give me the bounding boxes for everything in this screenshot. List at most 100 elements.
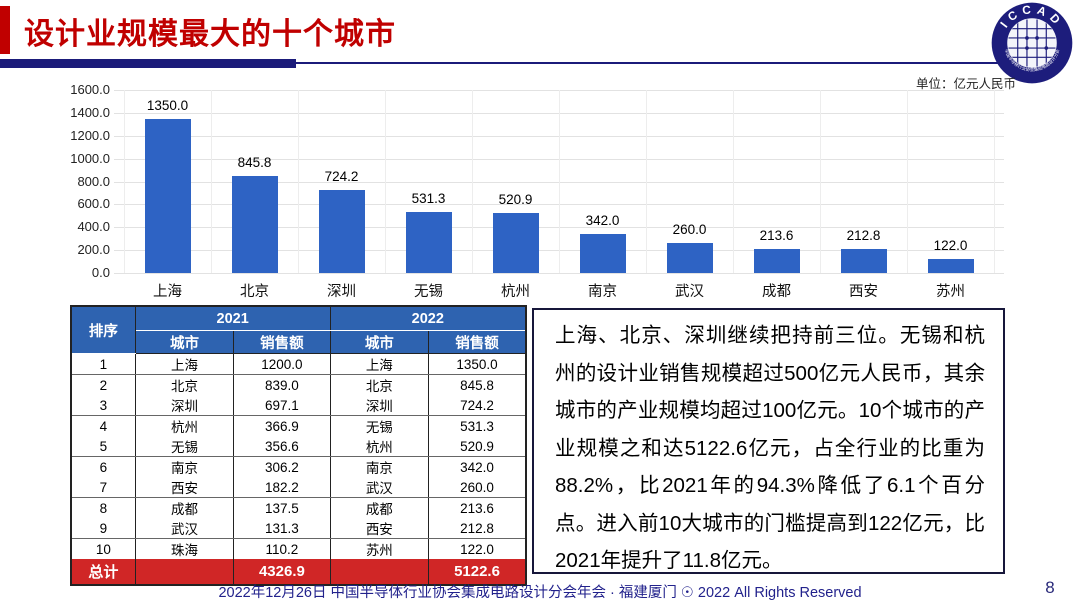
gridline bbox=[559, 90, 560, 273]
table-cell: 3 bbox=[70, 395, 136, 416]
table-total-cell: 总计 bbox=[70, 559, 136, 585]
chart-bar bbox=[231, 176, 278, 273]
table-cell: 杭州 bbox=[134, 415, 235, 436]
y-tick-label: 400.0 bbox=[77, 219, 110, 235]
table-cell: 成都 bbox=[329, 497, 430, 518]
table-header-cell: 城市 bbox=[134, 330, 235, 354]
table-cell: 1200.0 bbox=[233, 353, 331, 375]
y-tick-label: 0.0 bbox=[91, 265, 110, 280]
gridline bbox=[646, 90, 647, 273]
table-row: 6 南京 306.2 南京 342.0 bbox=[70, 456, 527, 477]
table-cell: 深圳 bbox=[134, 395, 235, 416]
table-row: 10 珠海 110.2 苏州 122.0 bbox=[70, 538, 527, 559]
table-cell: 4 bbox=[70, 415, 136, 436]
table-cell: 697.1 bbox=[233, 395, 331, 416]
table-cell: 342.0 bbox=[428, 456, 527, 477]
title-underline-thick bbox=[0, 59, 296, 68]
gridline bbox=[124, 90, 125, 273]
page-number: 8 bbox=[1045, 578, 1055, 597]
y-tick-label: 600.0 bbox=[77, 196, 110, 212]
table-cell: 260.0 bbox=[428, 477, 527, 498]
page-title: 设计业规模最大的十个城市 bbox=[24, 18, 396, 51]
table-cell: 武汉 bbox=[329, 477, 430, 498]
bar-value-label: 1350.0 bbox=[146, 97, 189, 113]
table-cell: 5 bbox=[70, 436, 136, 457]
table-cell: 839.0 bbox=[233, 374, 331, 395]
table-row: 2 北京 839.0 北京 845.8 bbox=[70, 374, 527, 395]
table-header-cell: 销售额 bbox=[428, 330, 527, 354]
gridline bbox=[907, 90, 908, 273]
table-cell: 10 bbox=[70, 538, 136, 559]
table-cell: 531.3 bbox=[428, 415, 527, 436]
title-underline-thin bbox=[296, 62, 1040, 64]
gridline bbox=[820, 90, 821, 273]
table-cell: 北京 bbox=[329, 374, 430, 395]
bar-value-label: 531.3 bbox=[411, 191, 446, 207]
table-total-cell bbox=[134, 559, 235, 585]
table-total-row: 总计 4326.9 5122.6 bbox=[70, 559, 527, 585]
table-cell: 武汉 bbox=[134, 518, 235, 539]
table-cell: 西安 bbox=[329, 518, 430, 539]
table-row: 4 杭州 366.9 无锡 531.3 bbox=[70, 415, 527, 436]
table-cell: 上海 bbox=[134, 353, 235, 375]
footer-text: 2022年12月26日 中国半导体行业协会集成电路设计分会年会 · 福建厦门 ☉… bbox=[218, 585, 862, 601]
gridline bbox=[385, 90, 386, 273]
table-cell: 6 bbox=[70, 456, 136, 477]
table-cell: 122.0 bbox=[428, 538, 527, 559]
gridline bbox=[211, 90, 212, 273]
table-cell: 131.3 bbox=[233, 518, 331, 539]
table-row: 1 上海 1200.0 上海 1350.0 bbox=[70, 353, 527, 375]
table-cell: 520.9 bbox=[428, 436, 527, 457]
table-header-cell: 城市 bbox=[329, 330, 430, 354]
table-cell: 212.8 bbox=[428, 518, 527, 539]
table-cell: 366.9 bbox=[233, 415, 331, 436]
chart-bar bbox=[753, 248, 800, 273]
chart-bar bbox=[318, 190, 365, 273]
y-tick-label: 1000.0 bbox=[70, 150, 110, 166]
y-tick-label: 1400.0 bbox=[70, 104, 110, 120]
table-header-cell: 2021 bbox=[134, 306, 331, 331]
category-label: 北京 bbox=[240, 284, 269, 300]
table-row: 5 无锡 356.6 杭州 520.9 bbox=[70, 436, 527, 457]
table-row: 7 西安 182.2 武汉 260.0 bbox=[70, 477, 527, 498]
category-label: 上海 bbox=[153, 284, 182, 300]
table-header-cell: 排序 bbox=[70, 306, 136, 354]
bar-value-label: 520.9 bbox=[498, 192, 533, 208]
bar-value-label: 213.6 bbox=[759, 227, 794, 243]
y-tick-label: 800.0 bbox=[77, 173, 110, 189]
table-cell: 上海 bbox=[329, 353, 430, 375]
chart-bar bbox=[579, 233, 626, 273]
chart-bar bbox=[492, 213, 539, 273]
table-cell: 杭州 bbox=[329, 436, 430, 457]
bar-value-label: 260.0 bbox=[672, 222, 707, 238]
table-cell: 珠海 bbox=[134, 538, 235, 559]
category-label: 深圳 bbox=[327, 284, 356, 300]
bar-value-label: 724.2 bbox=[324, 169, 359, 185]
category-label: 南京 bbox=[588, 284, 617, 300]
table-cell: 北京 bbox=[134, 374, 235, 395]
table-total-cell: 4326.9 bbox=[233, 559, 331, 585]
table-cell: 无锡 bbox=[329, 415, 430, 436]
gridline bbox=[298, 90, 299, 273]
chart-bar bbox=[144, 118, 191, 273]
title-accent-bar bbox=[0, 6, 10, 54]
table-cell: 南京 bbox=[134, 456, 235, 477]
table-cell: 9 bbox=[70, 518, 136, 539]
bar-value-label: 212.8 bbox=[846, 227, 881, 243]
table-body: 1 上海 1200.0 上海 1350.0 2 北京 839.0 北京 845.8 3 深圳 697.1… bbox=[70, 353, 527, 585]
table-cell: 137.5 bbox=[233, 497, 331, 518]
y-tick-label: 1600.0 bbox=[70, 82, 110, 97]
table-cell: 深圳 bbox=[329, 395, 430, 416]
y-tick-label: 200.0 bbox=[77, 242, 110, 258]
table-header-cell: 2022 bbox=[329, 306, 527, 331]
table-total-cell bbox=[329, 559, 430, 585]
table-cell: 苏州 bbox=[329, 538, 430, 559]
table-cell: 西安 bbox=[134, 477, 235, 498]
bar-value-label: 122.0 bbox=[933, 238, 968, 254]
table-cell: 845.8 bbox=[428, 374, 527, 395]
table-cell: 213.6 bbox=[428, 497, 527, 518]
table-header-cell: 销售额 bbox=[233, 330, 331, 354]
table-cell: 182.2 bbox=[233, 477, 331, 498]
chart-bar bbox=[927, 259, 974, 273]
bar-value-label: 845.8 bbox=[237, 155, 272, 171]
